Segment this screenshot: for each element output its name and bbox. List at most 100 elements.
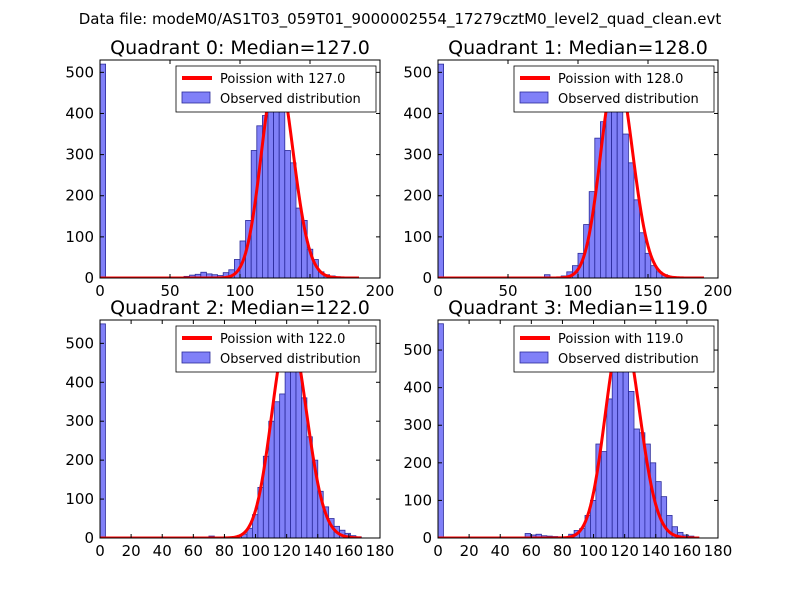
y-tick-label: 200 [403, 454, 432, 472]
legend-bar-swatch [181, 91, 211, 104]
legend-line-label: Poission with 127.0 [220, 72, 345, 87]
legend-line-label: Poission with 122.0 [220, 332, 345, 347]
y-tick-label: 200 [403, 187, 432, 205]
y-tick-label: 400 [403, 379, 432, 397]
subplot-title: Quadrant 3: Median=119.0 [448, 297, 708, 319]
histogram-bar [100, 63, 106, 278]
histogram-bar [295, 207, 302, 278]
y-tick-label: 0 [84, 529, 94, 547]
histogram-bar [622, 133, 629, 278]
legend: Poission with 128.0 Observed distribution [513, 65, 715, 113]
histogram-bar [284, 350, 291, 538]
histogram-bar [628, 162, 635, 278]
histogram-bar [639, 232, 646, 278]
legend-bar-swatch [519, 351, 549, 364]
y-tick-label: 100 [65, 490, 94, 508]
legend-line-label: Poission with 119.0 [558, 332, 683, 347]
histogram-bar [544, 274, 551, 278]
plot-area [100, 63, 360, 278]
x-tick-label: 200 [366, 282, 395, 300]
histogram-bar [279, 393, 286, 538]
legend-bar-label: Observed distribution [558, 92, 699, 107]
histogram-bar [267, 100, 274, 278]
histogram-bar [616, 96, 624, 278]
x-tick-label: 180 [704, 542, 733, 560]
x-tick-label: 120 [272, 542, 301, 560]
x-tick-label: 0 [95, 282, 105, 300]
histogram-bar [278, 98, 286, 278]
histogram-bar [438, 323, 444, 538]
histogram-bar [633, 428, 640, 538]
subplot-title: Quadrant 2: Median=122.0 [110, 297, 370, 319]
x-tick-label: 60 [522, 542, 541, 560]
x-tick-label: 0 [433, 542, 443, 560]
plot-area [438, 63, 705, 278]
x-tick-label: 80 [215, 542, 234, 560]
y-tick-label: 100 [403, 491, 432, 509]
x-tick-label: 200 [704, 282, 733, 300]
y-tick-label: 0 [422, 269, 432, 287]
legend-box [513, 325, 715, 373]
axes-frame [437, 319, 719, 539]
x-tick-label: 80 [553, 542, 572, 560]
y-tick-label: 200 [65, 187, 94, 205]
poisson-curve [438, 68, 705, 278]
y-tick-label: 0 [84, 269, 94, 287]
poisson-curve [100, 68, 360, 278]
legend: Poission with 122.0 Observed distribution [175, 325, 377, 373]
x-tick-label: 150 [634, 282, 663, 300]
x-tick-label: 100 [241, 542, 270, 560]
histogram-bar [284, 150, 291, 278]
histogram-bar [611, 88, 618, 278]
y-tick-label: 0 [422, 529, 432, 547]
legend-bar-swatch [519, 91, 549, 104]
x-tick-label: 150 [296, 282, 325, 300]
x-tick-label: 100 [579, 542, 608, 560]
legend-bar-label: Observed distribution [220, 92, 361, 107]
x-tick-label: 120 [610, 542, 639, 560]
y-tick-label: 300 [65, 412, 94, 430]
plot-area [438, 323, 700, 538]
x-tick-label: 0 [95, 542, 105, 560]
x-tick-label: 100 [564, 282, 593, 300]
x-tick-label: 100 [226, 282, 255, 300]
histogram-bar [100, 323, 106, 538]
subplot-3: 0 20 40 60 80 100 120 140 160 1800100200300400500… [403, 297, 732, 560]
x-tick-label: 180 [366, 542, 395, 560]
x-tick-label: 140 [641, 542, 670, 560]
poisson-curve [438, 328, 700, 538]
x-tick-label: 20 [122, 542, 141, 560]
legend-bar-label: Observed distribution [220, 352, 361, 367]
y-tick-label: 400 [403, 104, 432, 122]
histogram-bar [605, 100, 612, 278]
legend-line-label: Poission with 128.0 [558, 72, 683, 87]
histogram-bar [628, 391, 635, 538]
histogram-bar [606, 398, 613, 538]
legend-bar-label: Observed distribution [558, 352, 699, 367]
legend-box [175, 325, 377, 373]
x-tick-label: 60 [184, 542, 203, 560]
subplot-title: Quadrant 1: Median=128.0 [448, 37, 708, 59]
x-tick-label: 140 [303, 542, 332, 560]
subplot-2: 0 20 40 60 80 100 120 140 160 1800100200300400500… [65, 297, 394, 560]
y-tick-label: 500 [65, 63, 94, 81]
histogram-bar [289, 162, 297, 278]
x-tick-label: 160 [335, 542, 364, 560]
y-tick-label: 300 [65, 146, 94, 164]
histogram-bar [617, 360, 624, 538]
legend-bar-swatch [181, 351, 211, 364]
y-tick-label: 100 [65, 228, 94, 246]
axes-frame [99, 319, 381, 539]
y-tick-label: 300 [403, 416, 432, 434]
histogram-bar [600, 451, 608, 538]
legend: Poission with 119.0 Observed distribution [513, 325, 715, 373]
histogram-bar [273, 401, 281, 538]
x-tick-label: 20 [460, 542, 479, 560]
histogram-bar [295, 362, 302, 538]
x-tick-label: 50 [498, 282, 517, 300]
histogram-bar [660, 496, 668, 538]
histogram-bar [438, 63, 444, 278]
legend-box [513, 65, 715, 113]
subplot-title: Quadrant 0: Median=127.0 [110, 37, 370, 59]
